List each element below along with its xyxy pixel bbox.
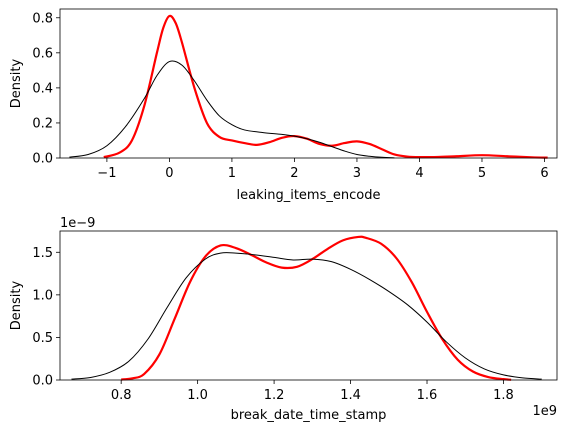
x-tick-label: 0.8 — [111, 388, 132, 403]
y-tick-label: 0.4 — [32, 81, 53, 96]
x-tick-label: 5 — [478, 166, 486, 181]
x-tick-label: 4 — [415, 166, 423, 181]
x-axis-label: break_date_time_stamp — [231, 408, 387, 423]
y-axis-label: Density — [9, 280, 24, 330]
bottom-subplot: 0.8 1.0 1.2 1.4 1.6 1.8 0.0 0.5 1.0 1.5 break_date… — [9, 216, 558, 423]
y-tick-label: 0.6 — [32, 46, 53, 61]
x-tick-label: 1.4 — [340, 388, 361, 403]
y-tick-label: 1.5 — [32, 246, 53, 261]
top-subplot: −1 0 1 2 3 4 5 6 0.0 0.2 0.4 0.6 0.8 leaking_items_en… — [9, 8, 558, 203]
y-tick-label: 1.0 — [32, 288, 53, 303]
x-tick-label: 1.2 — [264, 388, 285, 403]
y-tick-label: 0.8 — [32, 11, 53, 26]
x-axis-label: leaking_items_encode — [237, 188, 381, 203]
y-tick-label: 0.0 — [32, 152, 53, 167]
x-tick-label: 6 — [540, 166, 548, 181]
y-tick-label: 0.0 — [32, 374, 53, 389]
y-tick-label: 0.5 — [32, 331, 53, 346]
series-line-red-kde — [121, 235, 512, 381]
y-axis-label: Density — [9, 58, 24, 108]
x-tick-label: 3 — [353, 166, 361, 181]
x-tick-label: 1.6 — [417, 388, 438, 403]
x-tick-label: 1.8 — [493, 388, 514, 403]
axes-frame — [59, 8, 558, 159]
series-line-black-kde — [71, 252, 542, 380]
x-tick-label: −1 — [97, 166, 116, 181]
y-tick-label: 0.2 — [32, 116, 53, 131]
x-tick-label: 1 — [228, 166, 236, 181]
series-line-black-kde — [69, 60, 395, 159]
y-offset-label: 1e−9 — [60, 216, 95, 231]
x-tick-label: 1.0 — [187, 388, 208, 403]
x-tick-label: 2 — [290, 166, 298, 181]
series-line-red-kde — [103, 14, 548, 159]
x-offset-label: 1e9 — [532, 404, 557, 419]
x-tick-label: 0 — [165, 166, 173, 181]
axes-frame — [59, 230, 558, 381]
